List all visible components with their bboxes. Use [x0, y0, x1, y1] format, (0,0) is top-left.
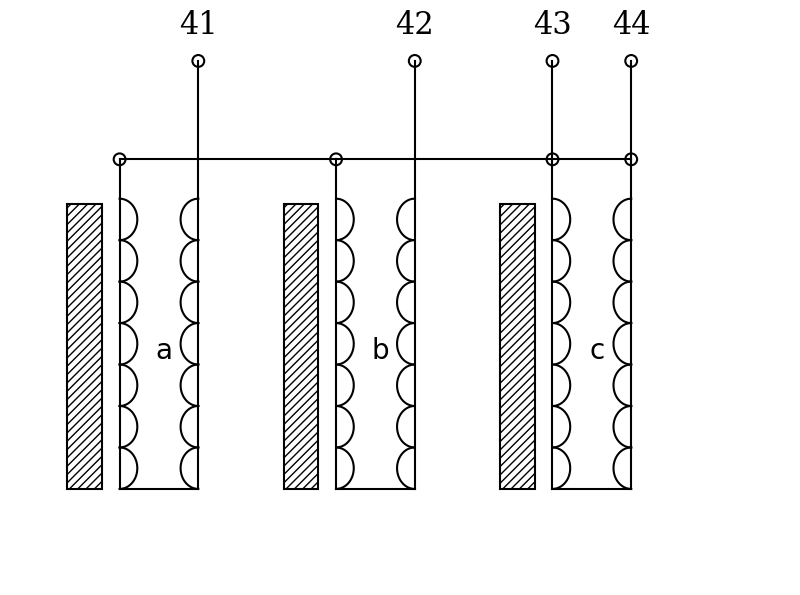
Bar — [500, 203, 534, 489]
Bar — [284, 203, 318, 489]
Bar — [67, 203, 102, 489]
Text: 44: 44 — [612, 10, 650, 41]
Text: 42: 42 — [395, 10, 434, 41]
Text: c: c — [589, 337, 604, 365]
Text: b: b — [371, 337, 389, 365]
Text: 43: 43 — [533, 10, 572, 41]
Text: a: a — [155, 337, 172, 365]
Text: 41: 41 — [179, 10, 218, 41]
